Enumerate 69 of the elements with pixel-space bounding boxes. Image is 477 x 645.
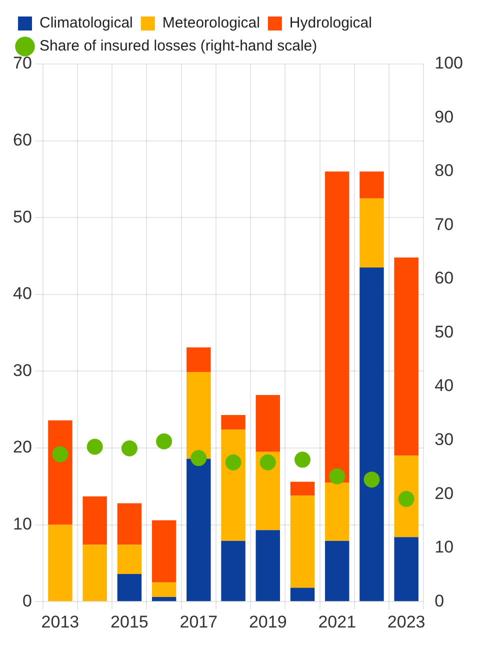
y2-tick-label: 50 [434,322,454,342]
bar [117,544,142,574]
bar [82,544,107,602]
point [398,490,414,507]
bar [48,524,72,602]
y2-tick-label: 70 [434,214,454,234]
y-tick-label: 60 [12,130,32,150]
y2-tick-label: 80 [434,161,454,180]
y-tick-label: 40 [12,284,32,304]
bar [394,537,418,602]
y2-tick-label: 100 [434,54,464,73]
x-tick-label: 2013 [41,612,80,632]
x-tick-label: 2017 [180,612,218,632]
point [86,438,103,455]
bar [48,420,72,525]
bar [221,540,246,602]
y-tick-label: 50 [12,207,32,226]
y-tick-label: 10 [12,514,32,534]
bar [186,458,211,602]
point [121,440,138,456]
y-tick-label: 30 [12,360,32,380]
bar [117,574,142,602]
bar [290,482,315,496]
legend-label: Hydrological [289,14,372,32]
y2-tick-label: 10 [434,538,454,557]
point [294,452,310,468]
y2-tick-label: 30 [434,430,454,450]
point [52,446,68,462]
point [364,472,380,488]
bar [221,430,246,541]
legend-label: Share of insured losses (right-hand scale) [40,38,318,55]
point [156,433,172,450]
bar [152,582,176,597]
bar [324,172,350,483]
bar [256,395,280,452]
bar [186,347,211,372]
y-tick-label: 70 [12,54,32,73]
point [329,468,346,484]
bar [290,496,315,588]
bar [221,414,246,430]
y2-tick-label: 90 [434,107,454,126]
bar [394,258,418,456]
bar [360,172,384,198]
bar [152,520,176,582]
bar [290,588,315,602]
bar [117,503,142,545]
bar [152,596,176,602]
bar [256,530,280,602]
y-tick-label: 0 [22,591,32,610]
y-tick-label: 20 [12,438,32,457]
bar [360,268,384,602]
legend-label: Meteorological [162,14,260,32]
x-tick-label: 2015 [110,612,148,632]
point [260,454,276,470]
legend-label: Climatological [40,14,133,32]
bar [186,372,211,459]
bar [360,198,384,268]
y2-tick-label: 0 [434,591,444,610]
x-tick-label: 2021 [318,612,356,632]
y2-tick-label: 40 [434,376,454,396]
bar [324,482,350,541]
point [225,454,242,470]
bar [324,540,350,602]
bar [82,496,107,545]
y2-tick-label: 60 [434,268,454,288]
x-tick-label: 2023 [387,612,426,632]
point [190,450,207,466]
y2-tick-label: 20 [434,484,454,503]
x-tick-label: 2019 [248,612,287,632]
